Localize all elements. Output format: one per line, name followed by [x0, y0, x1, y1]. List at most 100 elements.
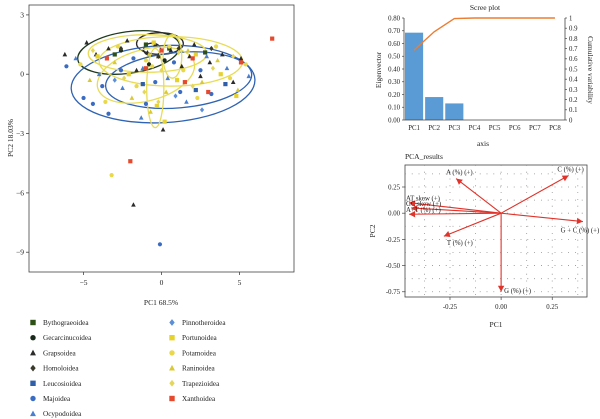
legend-marker [169, 364, 175, 371]
confidence-ellipse [162, 34, 183, 79]
biplot-panel: PCA_results A (%) (+) C (%) (+) AT skew (+… [368, 152, 599, 329]
scatter-panel: −5 0 5 3 0 −3 −6 −9 PC1 68.5% PC2 18.03% [6, 4, 295, 307]
data-point [162, 119, 167, 124]
x-tick-label: −5 [80, 278, 88, 287]
data-point [143, 58, 149, 63]
data-point [210, 65, 216, 71]
scree-y2-tick-label: 0 [569, 117, 573, 124]
scree-y-tick-label: 0.20 [388, 92, 400, 99]
arrow-head [497, 285, 505, 292]
data-point [159, 48, 164, 53]
legend-marker [30, 364, 36, 372]
y-tick-label: −3 [16, 129, 24, 138]
loading-arrow [409, 212, 502, 215]
data-point [115, 44, 120, 49]
data-point [103, 99, 108, 105]
data-point [129, 95, 135, 100]
biplot-y-tick-label: -0.75 [386, 289, 401, 296]
data-point [104, 56, 110, 61]
data-point [95, 54, 100, 59]
scree-x-tick-label: PC5 [489, 125, 501, 132]
scree-x-tick-label: PC6 [509, 125, 521, 132]
data-point [81, 95, 86, 101]
data-point [231, 53, 236, 60]
data-point [118, 45, 124, 52]
data-point [224, 65, 230, 71]
scree-y2-tick-label: 0.5 [569, 66, 578, 73]
legend-marker [30, 395, 36, 402]
y-tick-label: 3 [20, 10, 24, 19]
data-point [235, 87, 241, 92]
data-point [112, 52, 117, 57]
y-tick-label: −9 [16, 248, 24, 257]
legend-marker [30, 349, 36, 356]
data-point [106, 111, 111, 116]
loading-arrow [411, 207, 502, 214]
legend-label: Leucosioidea [43, 380, 82, 388]
scree-bar [425, 97, 444, 120]
data-point [159, 67, 164, 73]
confidence-ellipse [98, 35, 244, 87]
loading-arrow [501, 212, 583, 223]
data-point [73, 55, 79, 61]
scree-y2-tick-label: 0.1 [569, 107, 578, 114]
biplot-x-tick-label: -0.25 [443, 304, 458, 311]
loading-arrow [443, 212, 502, 237]
legend-label: Potamoidea [182, 349, 217, 357]
data-point [184, 99, 189, 104]
data-point [171, 60, 177, 65]
data-point [246, 73, 252, 79]
scree-y-tick-label: 0.50 [388, 54, 400, 61]
scree-y-tick-label: 0.00 [388, 117, 400, 124]
arrow-head [409, 210, 416, 218]
data-point [109, 172, 114, 178]
scree-x-tick-label: PC2 [428, 125, 440, 132]
scree-x-tick-label: PC4 [469, 125, 481, 132]
data-point [156, 99, 161, 105]
arrow-head [443, 231, 451, 237]
loading-label: A (%) (+) [446, 170, 472, 177]
legend-marker [30, 319, 36, 326]
data-point [154, 103, 159, 108]
loading-label: GC skew (+) [406, 201, 441, 208]
scree-bar [445, 103, 464, 120]
data-point [126, 72, 131, 77]
loading-label: AT skew (+) [406, 196, 440, 203]
arrow-head [411, 205, 418, 212]
legend-marker [30, 335, 36, 341]
data-point [203, 50, 208, 55]
data-point [138, 115, 144, 120]
data-point [190, 83, 195, 89]
data-point [150, 64, 155, 69]
data-point [206, 89, 211, 95]
scatter-ylabel: PC2 18.03% [6, 119, 15, 157]
data-point [148, 109, 153, 114]
data-point [121, 75, 127, 81]
scree-y-tick-label: 0.60 [388, 41, 400, 48]
scree-x-tick-label: PC1 [408, 125, 420, 132]
data-point [162, 58, 167, 63]
data-point [209, 45, 214, 52]
data-point [173, 93, 178, 99]
data-point [78, 62, 83, 67]
data-point [219, 51, 225, 57]
data-point [146, 62, 152, 67]
scree-bar [405, 32, 424, 120]
scree-y2-tick-label: 0.6 [569, 56, 578, 63]
data-point [215, 57, 220, 63]
data-point [238, 55, 244, 61]
arrow-head [409, 200, 416, 207]
biplot-x-tick-label: 0.25 [546, 304, 558, 311]
data-point [160, 127, 166, 132]
x-tick-label: 5 [238, 278, 242, 287]
scree-y2-tick-label: 0.3 [569, 87, 578, 94]
scree-title: Scree plot [470, 3, 501, 12]
loading-label: A+T (%) (+) [406, 207, 441, 214]
legend-label: Raninoidea [182, 365, 216, 373]
data-point [238, 60, 244, 65]
data-point [185, 47, 191, 53]
data-point [100, 83, 105, 89]
data-point [134, 67, 139, 73]
biplot-xlabel: PC1 [490, 320, 503, 329]
